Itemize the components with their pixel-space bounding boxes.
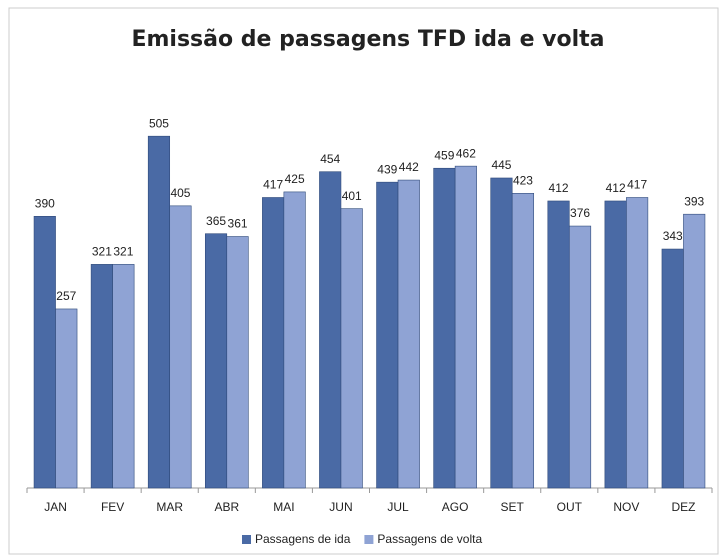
value-label: 365 bbox=[206, 214, 226, 228]
bar bbox=[55, 308, 78, 489]
value-label: 442 bbox=[399, 160, 419, 174]
value-label: 412 bbox=[549, 181, 569, 195]
bar bbox=[568, 225, 592, 489]
bar bbox=[147, 135, 171, 489]
bar bbox=[626, 197, 649, 489]
x-tick-label: OUT bbox=[557, 500, 583, 514]
x-tick-label: ABR bbox=[214, 500, 239, 514]
x-tick-label: MAR bbox=[156, 500, 183, 514]
x-tick-label: AGO bbox=[442, 500, 469, 514]
bar bbox=[226, 236, 249, 489]
bar bbox=[204, 233, 228, 489]
bar bbox=[262, 197, 285, 489]
bar bbox=[604, 200, 627, 489]
value-label: 376 bbox=[570, 206, 590, 220]
value-label: 321 bbox=[113, 245, 133, 259]
value-label: 412 bbox=[606, 181, 626, 195]
value-label: 257 bbox=[56, 289, 76, 303]
bar bbox=[376, 181, 399, 489]
x-tick-label: DEZ bbox=[671, 500, 695, 514]
x-tick-label: MAI bbox=[273, 500, 294, 514]
bar bbox=[90, 264, 113, 489]
x-tick-label: JUN bbox=[329, 500, 352, 514]
x-tick-label: FEV bbox=[101, 500, 124, 514]
value-label: 405 bbox=[170, 186, 190, 200]
value-label: 425 bbox=[285, 172, 305, 186]
value-label: 361 bbox=[228, 217, 248, 231]
legend-swatch bbox=[242, 535, 251, 544]
legend-swatch bbox=[364, 535, 374, 544]
chart-title: Emissão de passagens TFD ida e volta bbox=[131, 27, 604, 52]
value-label: 321 bbox=[92, 245, 112, 259]
value-label: 423 bbox=[513, 173, 533, 187]
legend-label: Passagens de volta bbox=[377, 532, 482, 546]
bar bbox=[490, 177, 513, 489]
legend-label: Passagens de ida bbox=[255, 532, 351, 546]
value-label: 445 bbox=[491, 158, 511, 172]
value-label: 462 bbox=[456, 146, 476, 160]
value-label: 390 bbox=[35, 196, 55, 210]
value-label: 343 bbox=[663, 229, 683, 243]
chart-frame bbox=[8, 7, 719, 555]
value-label: 454 bbox=[320, 152, 340, 166]
bar bbox=[397, 179, 420, 489]
bar bbox=[547, 200, 570, 489]
bar bbox=[169, 205, 192, 489]
bar bbox=[283, 191, 306, 489]
x-tick-label: NOV bbox=[613, 500, 639, 514]
bar bbox=[319, 171, 342, 489]
bar bbox=[33, 216, 56, 489]
value-label: 393 bbox=[684, 194, 704, 208]
bar bbox=[511, 193, 535, 489]
bar bbox=[433, 167, 456, 489]
value-label: 439 bbox=[377, 162, 397, 176]
x-tick-label: JAN bbox=[44, 500, 67, 514]
bar bbox=[683, 213, 706, 489]
x-tick-label: SET bbox=[501, 500, 525, 514]
bar bbox=[340, 208, 363, 489]
value-label: 505 bbox=[149, 116, 169, 130]
bar bbox=[112, 264, 135, 489]
value-label: 459 bbox=[434, 148, 454, 162]
value-label: 401 bbox=[342, 189, 362, 203]
x-tick-label: JUL bbox=[387, 500, 409, 514]
bar bbox=[454, 165, 477, 489]
value-label: 417 bbox=[263, 178, 283, 192]
value-label: 417 bbox=[627, 178, 647, 192]
bar bbox=[661, 248, 684, 489]
